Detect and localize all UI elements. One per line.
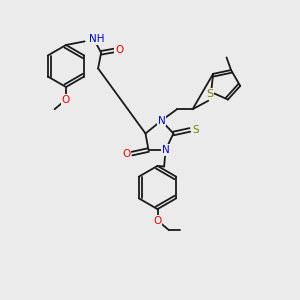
Text: NH: NH — [89, 34, 105, 44]
Text: N: N — [162, 145, 170, 155]
Text: S: S — [192, 125, 199, 135]
Text: O: O — [153, 215, 162, 226]
Text: S: S — [206, 88, 213, 99]
Text: N: N — [158, 116, 165, 126]
Text: O: O — [115, 45, 123, 56]
Text: O: O — [122, 148, 131, 159]
Text: O: O — [62, 94, 70, 105]
